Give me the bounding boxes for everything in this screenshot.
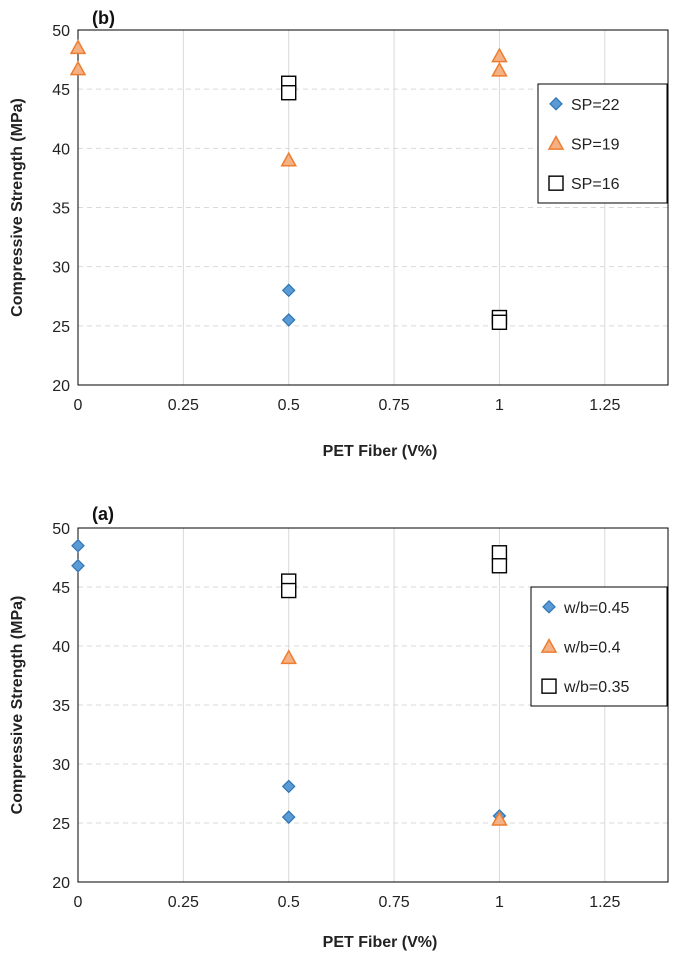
legend-marker-triangle: [547, 134, 565, 150]
legend-label: SP=19: [571, 137, 620, 154]
series-triangle: [280, 649, 508, 826]
series-triangle: [69, 39, 508, 167]
data-point-triangle: [280, 151, 297, 167]
legend-marker-triangle: [540, 637, 558, 653]
x-tick-label: 0.75: [379, 397, 410, 414]
plot-area-frame: [77, 29, 669, 386]
panel-label: (a): [92, 504, 114, 524]
x-tick-label: 1: [495, 894, 504, 911]
x-tick-label: 0: [74, 894, 83, 911]
y-axis-title: Compressive Strength (MPa): [9, 596, 26, 815]
data-point-triangle: [69, 39, 87, 55]
legend: SP=22 SP=19 SP=16: [537, 83, 668, 204]
y-tick-label: 35: [52, 698, 70, 715]
legend-marker-square: [548, 175, 564, 191]
data-point-square: [491, 558, 508, 574]
y-tick-label: 25: [52, 816, 70, 833]
legend-label: SP=16: [571, 176, 620, 193]
y-tick-label: 40: [52, 639, 70, 656]
legend: w/b=0.45 w/b=0.4 w/b=0.35: [530, 586, 668, 707]
y-tick-label: 20: [52, 875, 70, 892]
x-axis-title: PET Fiber (V%): [323, 443, 438, 460]
x-tick-label: 1.25: [589, 894, 620, 911]
legend-marker-diamond: [549, 96, 563, 111]
x-tick-label: 0: [74, 397, 83, 414]
y-tick-label: 35: [52, 201, 70, 218]
data-point-triangle: [491, 47, 508, 63]
legend-marker-square: [541, 678, 557, 694]
y-tick-label: 50: [52, 23, 70, 40]
y-tick-label: 25: [52, 319, 70, 336]
data-point-square: [491, 314, 508, 330]
x-tick-label: 1.25: [589, 397, 620, 414]
y-axis-title: Compressive Strength (MPa): [9, 98, 26, 317]
y-tick-label: 50: [52, 521, 70, 538]
data-point-square: [281, 85, 297, 101]
legend-label: SP=22: [571, 97, 620, 114]
y-tick-label: 20: [52, 378, 70, 395]
data-point-triangle: [491, 810, 508, 826]
legend-label: w/b=0.45: [563, 600, 629, 617]
data-point-triangle: [491, 61, 508, 77]
data-point-diamond: [281, 810, 296, 824]
legend-label: w/b=0.4: [563, 640, 621, 657]
data-point-diamond: [71, 538, 85, 553]
x-tick-label: 0.5: [278, 894, 300, 911]
legend-marker-diamond: [542, 599, 556, 614]
chart-panel-b: 20 25 30 35 40 45 50 0 0.25 0.5 0.75 1 1.25 PET Fiber…: [9, 8, 669, 460]
data-point-diamond: [281, 313, 296, 327]
y-tick-label: 45: [52, 82, 70, 99]
series-square: [281, 75, 508, 330]
panel-label: (b): [92, 8, 115, 28]
data-point-square: [281, 582, 297, 599]
series-square: [281, 545, 508, 599]
x-tick-label: 0.25: [168, 894, 199, 911]
data-point-diamond: [71, 558, 85, 573]
x-tick-label: 1: [495, 397, 504, 414]
x-tick-label: 0.5: [278, 397, 300, 414]
data-point-triangle: [280, 649, 297, 665]
chart-panel-a: 20 25 30 35 40 45 50 0 0.25 0.5 0.75 1 1.25 PET Fiber…: [9, 504, 669, 951]
legend-label: w/b=0.35: [563, 679, 629, 696]
y-tick-label: 30: [52, 757, 70, 774]
x-axis-title: PET Fiber (V%): [323, 934, 438, 951]
data-point-diamond: [281, 283, 296, 298]
plot-area-frame: [77, 527, 669, 883]
x-tick-label: 0.75: [379, 894, 410, 911]
data-point-triangle: [69, 60, 87, 76]
x-tick-label: 0.25: [168, 397, 199, 414]
data-point-square: [491, 545, 508, 561]
y-tick-label: 40: [52, 141, 70, 158]
data-point-diamond: [281, 779, 296, 794]
y-tick-label: 30: [52, 260, 70, 277]
y-tick-label: 45: [52, 580, 70, 597]
